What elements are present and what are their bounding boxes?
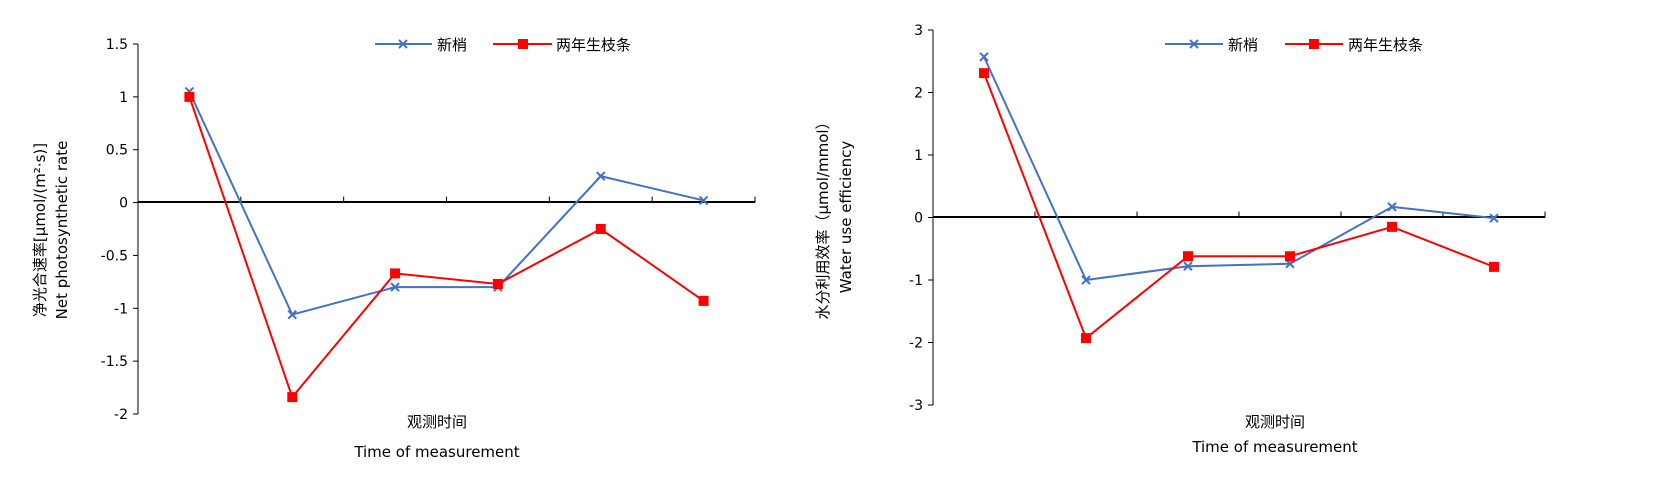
svg-text:两年生枝条: 两年生枝条 [556,36,631,54]
svg-text:新梢: 新梢 [437,36,467,54]
x-marker-icon [398,39,408,49]
series-2-point [1081,333,1091,344]
series-2-point [1183,251,1193,262]
y-axis-title-en: Net photosynthetic rate [53,141,71,320]
y-axis-title-en: Water use efficiency [837,141,855,294]
series-2-point [390,268,401,279]
y-tick-label: -1 [114,301,128,317]
series-2-point [979,68,989,79]
series-2-point [184,91,195,102]
series-2-point [287,392,298,403]
series-layer [979,52,1499,344]
chart-net-photosynthetic-rate: 1.5 1 0.5 0 -0.5 -1 -1.5 -2 观测时间 Time of measur… [31,36,756,461]
legend-item-series-1: 新梢 [375,36,467,54]
legend-item-series-2: 两年生枝条 [493,36,631,54]
series-2-point [698,295,709,306]
y-tick-label: -2 [909,336,923,352]
y-tick-label: -1.5 [101,354,128,370]
y-tick-label: 0 [119,196,128,212]
svg-text:两年生枝条: 两年生枝条 [1348,36,1423,54]
series-1-point [596,171,606,181]
y-tick-label: 0.5 [106,143,128,159]
y-tick-label: 1 [914,148,923,164]
series-2-point [1387,221,1397,232]
series-1-point [1489,213,1499,223]
legend-item-series-2: 两年生枝条 [1285,36,1423,54]
x-marker-icon [1189,39,1199,49]
y-tick-label: 0 [914,211,923,227]
series-1-point [698,195,709,206]
y-tick-label: -2 [114,407,128,423]
series-line-2 [188,96,705,400]
series-line-1 [983,56,1495,282]
x-axis-title-en: Time of measurement [1191,438,1357,456]
series-1-point [1183,261,1193,271]
y-tick-label: 1 [119,90,128,106]
series-1-point [979,52,989,62]
series-1-point [390,282,400,292]
y-axis-title-zh: 水分利用效率（μmol/mmol） [814,114,832,319]
square-marker-icon [518,39,528,49]
legend: 新梢 两年生枝条 [1165,36,1423,54]
legend-item-series-1: 新梢 [1165,36,1258,54]
x-axis-title-zh: 观测时间 [1245,413,1305,431]
series-2-point [1489,261,1499,272]
series-line-2 [983,72,1495,340]
y-ticks: 3 2 1 0 -1 -2 -3 [909,23,933,414]
y-tick-label: 1.5 [106,37,128,53]
series-2-point [595,224,606,234]
y-tick-label: -0.5 [101,248,128,264]
legend: 新梢 两年生枝条 [375,36,631,54]
series-1-point [1081,275,1091,285]
y-tick-label: -3 [909,398,923,414]
series-2-point [492,278,503,289]
x-axis-title-en: Time of measurement [353,443,519,461]
y-ticks: 1.5 1 0.5 0 -0.5 -1 -1.5 -2 [101,37,138,423]
series-layer [184,86,709,403]
series-1-point [1387,202,1397,212]
svg-text:新梢: 新梢 [1228,36,1258,54]
y-axis-title-zh: 净光合速率[μmol/(m²·s)] [31,143,49,317]
series-1-point [287,309,297,320]
y-tick-label: 3 [914,23,923,39]
series-2-point [1285,251,1295,262]
chart-water-use-efficiency: 3 2 1 0 -1 -2 -3 观测时间 Time of measurement 水分利用… [814,23,1546,456]
y-tick-label: -1 [909,273,923,289]
series-line-1 [188,91,704,316]
y-tick-label: 2 [914,86,923,102]
x-axis-title-zh: 观测时间 [407,413,467,431]
square-marker-icon [1309,39,1319,49]
